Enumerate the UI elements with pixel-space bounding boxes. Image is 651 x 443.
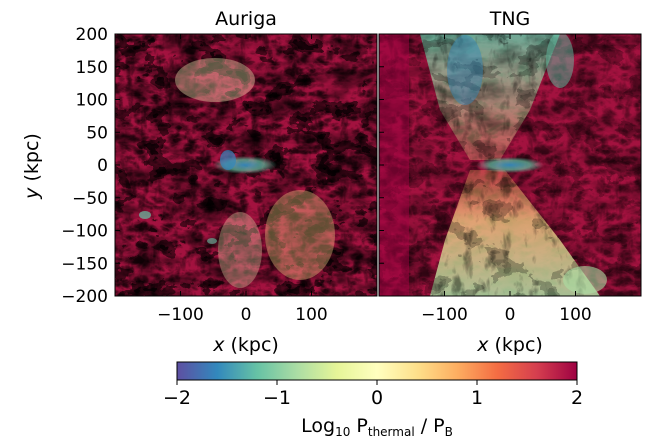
- auriga-map: [115, 34, 377, 296]
- y-tick-label: −150: [61, 254, 108, 274]
- y-tick-label: 50: [86, 123, 108, 143]
- y-tick-label: 200: [76, 25, 108, 45]
- x-axis-label-auriga: x (kpc): [212, 334, 279, 356]
- tng-map: [379, 34, 641, 296]
- colorbar-tick-label: 1: [471, 387, 483, 409]
- y-tick-label: 150: [76, 58, 108, 78]
- x-axis-label-tng: x (kpc): [476, 334, 543, 356]
- y-tick-label: 100: [76, 91, 108, 111]
- y-axis: 200 150 100 50 0 −50 −100 −150 −200: [61, 25, 384, 307]
- colorbar-label: Log10 Pthermal / PB: [301, 415, 453, 439]
- y-tick-label: −200: [61, 287, 108, 307]
- x-axis-tng: −100 0 100: [421, 34, 592, 325]
- colorbar-tick-label: 0: [371, 387, 383, 409]
- x-tick-label: −100: [421, 305, 468, 325]
- y-tick-label: −100: [61, 222, 108, 242]
- panel-tng: TNG: [378, 8, 642, 297]
- panel-auriga: Auriga: [114, 8, 378, 297]
- y-axis-label: y (kpc): [21, 133, 43, 200]
- x-axis-auriga: −100 0 100: [157, 34, 328, 325]
- colorbar-ticks: −2 −1 0 1 2: [163, 380, 583, 409]
- y-tick-label: 0: [97, 156, 108, 176]
- tng-title: TNG: [489, 8, 531, 30]
- colorbar-tick-label: −1: [263, 387, 291, 409]
- colorbar-tick-label: −2: [163, 387, 191, 409]
- auriga-title: Auriga: [215, 8, 277, 30]
- x-tick-label: 0: [505, 305, 516, 325]
- y-tick-label: −50: [72, 189, 108, 209]
- x-tick-label: 0: [241, 305, 252, 325]
- x-tick-label: 100: [295, 305, 327, 325]
- x-tick-label: −100: [157, 305, 204, 325]
- colorbar-tick-label: 2: [571, 387, 583, 409]
- colorbar: −2 −1 0 1 2 Log10 Pthermal / PB: [163, 361, 583, 439]
- x-tick-label: 100: [559, 305, 591, 325]
- colorbar-bar: [176, 361, 578, 381]
